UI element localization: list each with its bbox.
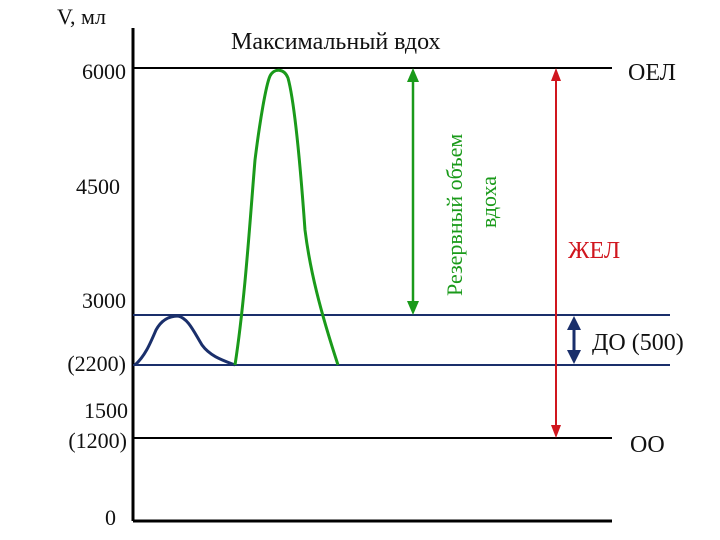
oo-label: ОО — [630, 432, 665, 458]
diagram-title: Максимальный вдох — [231, 29, 441, 55]
irv-arrow-down-icon — [407, 301, 419, 315]
vc-arrow-up-icon — [551, 68, 561, 81]
oel-label: ОЕЛ — [628, 60, 676, 86]
tick-label-1500: 1500 — [84, 398, 128, 423]
tick-label-0: 0 — [105, 505, 116, 530]
tv-arrow-down-icon — [567, 350, 581, 364]
irv-label-line2: вдоха — [476, 176, 501, 228]
irv-label-line1: Резервный объем — [442, 134, 467, 296]
max-inspiration-curve — [233, 68, 340, 366]
y-axis-label: V, мл — [57, 4, 106, 29]
vc-label: ЖЕЛ — [568, 238, 620, 264]
tick-label-6000: 6000 — [82, 59, 126, 84]
tick-label-1200: (1200) — [68, 428, 127, 453]
irv-arrow-up-icon — [407, 68, 419, 82]
tick-label-2200: (2200) — [67, 351, 126, 376]
tick-label-3000: 3000 — [82, 288, 126, 313]
tidal-breathing-curve — [133, 314, 236, 367]
tv-arrow-up-icon — [567, 316, 581, 330]
vc-arrow-down-icon — [551, 425, 561, 438]
tick-label-4500: 4500 — [76, 174, 120, 199]
tv-label: ДО (500) — [592, 330, 684, 356]
